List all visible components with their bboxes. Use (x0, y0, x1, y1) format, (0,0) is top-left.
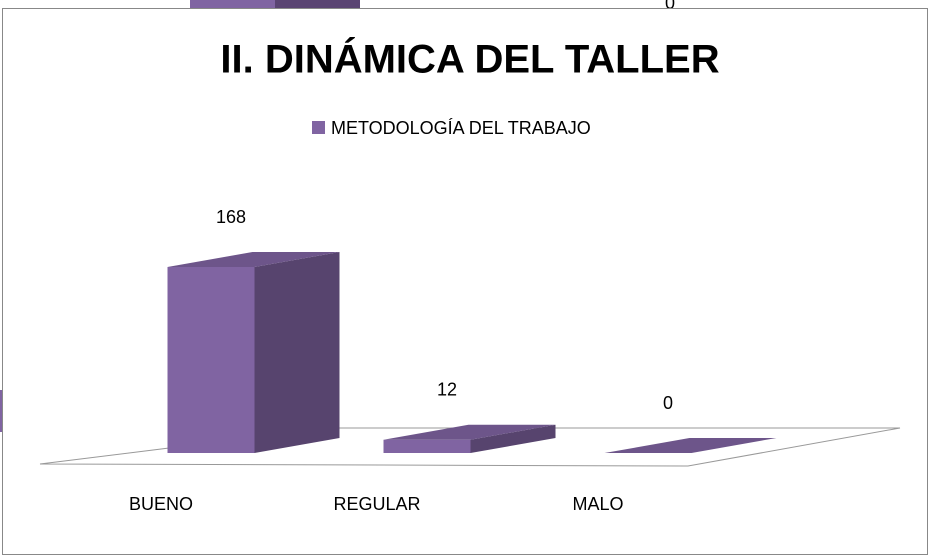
x-tick-label: MALO (572, 494, 623, 514)
x-tick-label: BUENO (129, 494, 193, 514)
legend-label: METODOLOGÍA DEL TRABAJO (331, 118, 591, 138)
data-label: 168 (216, 207, 246, 227)
fragment-bar (190, 0, 275, 9)
bar-top (167, 252, 340, 267)
bar (167, 252, 340, 453)
bar-front (167, 267, 255, 453)
bar (383, 424, 556, 453)
bar-top (383, 424, 556, 440)
legend-swatch (312, 121, 325, 134)
bar-top (604, 438, 777, 453)
fragment-bar (275, 0, 360, 9)
bar-side (470, 424, 556, 453)
fragment-bar (0, 390, 3, 432)
fragment-label: 0 (665, 0, 675, 13)
bar-side (254, 252, 340, 453)
chart-title: II. DINÁMICA DEL TALLER (220, 37, 719, 82)
x-tick-label: REGULAR (333, 494, 420, 514)
data-label: 12 (437, 379, 457, 399)
bar (604, 438, 777, 453)
chart-frame (2, 8, 928, 555)
bar-front (383, 439, 471, 453)
data-label: 0 (663, 393, 673, 413)
